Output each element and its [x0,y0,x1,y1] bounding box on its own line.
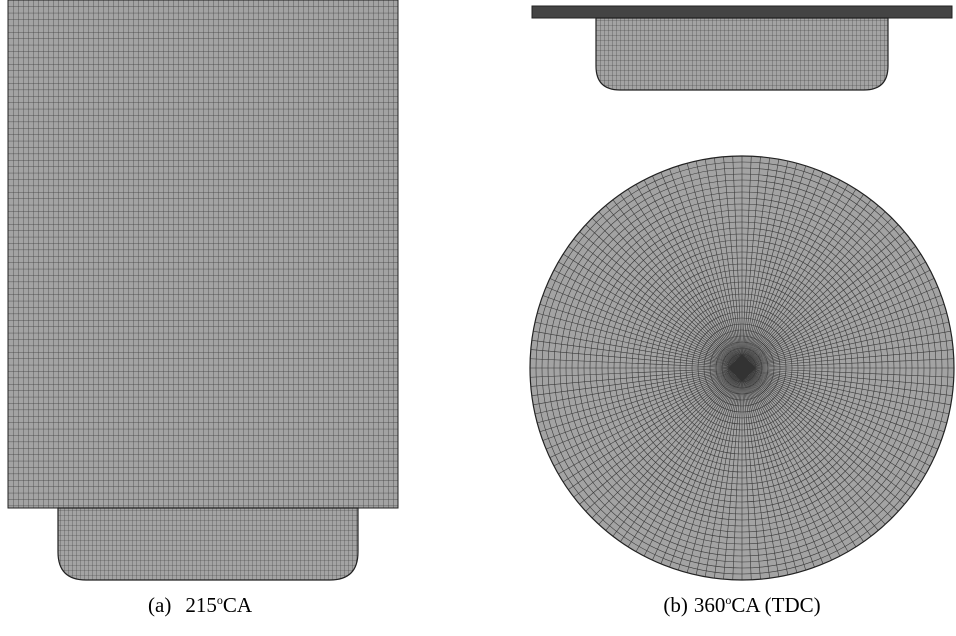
figure: (a)215oCA (b)360oCA (TDC) [0,0,956,636]
bowl-mesh [58,508,358,580]
caption-label: (a) [148,593,171,617]
caption-unit: CA (TDC) [731,593,820,617]
bowl-mesh [596,18,888,90]
caption-number: 360 [694,593,726,617]
caption-label: (b) [663,593,688,617]
head-plate [532,6,952,18]
cylinder-mesh [8,0,398,508]
caption-number: 215 [185,593,217,617]
caption-unit: CA [223,593,253,617]
caption: (b)360oCA (TDC) [663,593,820,617]
caption: (a)215oCA [148,593,253,617]
